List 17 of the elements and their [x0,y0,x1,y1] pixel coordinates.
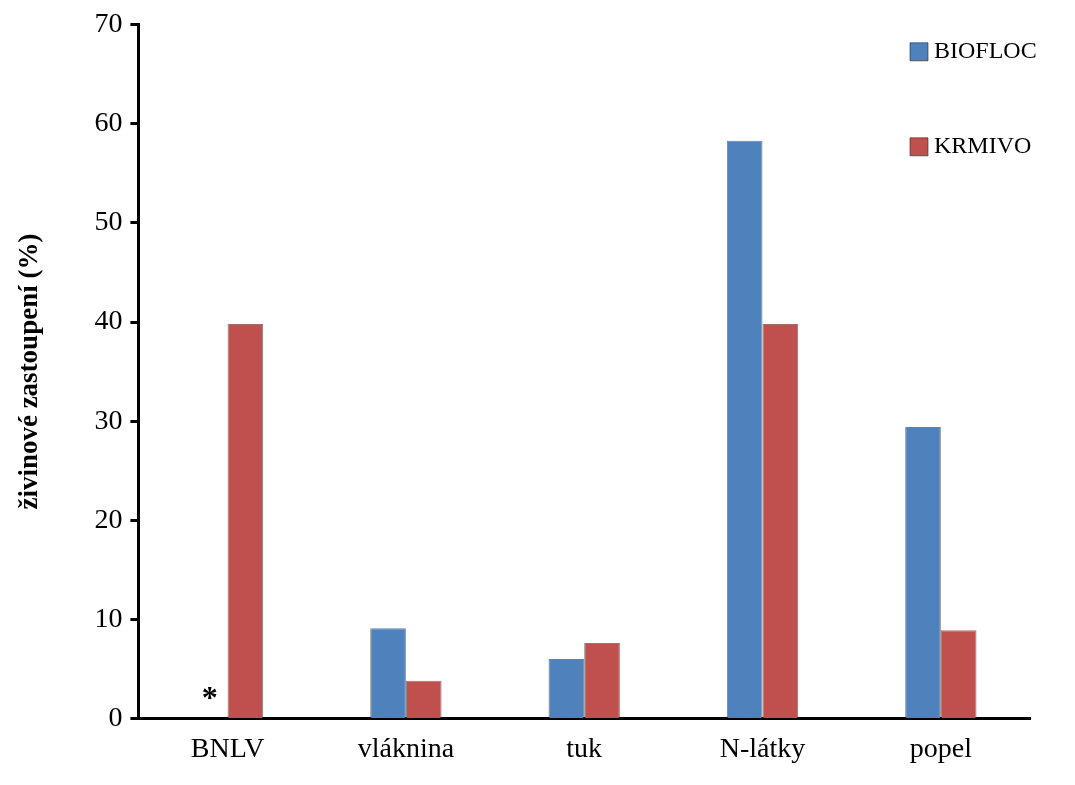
legend-label: KRMIVO [934,132,1032,159]
legend-label: BIOFLOC [934,37,1037,64]
y-tick-label: 0 [108,700,123,732]
y-tick-label: 40 [94,304,123,336]
y-axis-title: živinové zastoupení (%) [13,233,44,510]
x-tick-label: popel [909,731,973,763]
y-tick-label: 50 [94,205,123,237]
x-tick-label: tuk [566,731,603,763]
y-tick-label: 30 [94,403,123,435]
y-tick-label: 20 [94,502,123,534]
x-tick-label: vláknina [357,731,455,763]
x-tick-label: N-látky [719,731,806,763]
annotation: * [201,678,218,715]
y-tick-label: 10 [94,601,123,633]
y-tick-label: 60 [94,106,123,138]
x-tick-label: BNLV [190,731,265,763]
y-tick-label: 70 [94,7,123,39]
